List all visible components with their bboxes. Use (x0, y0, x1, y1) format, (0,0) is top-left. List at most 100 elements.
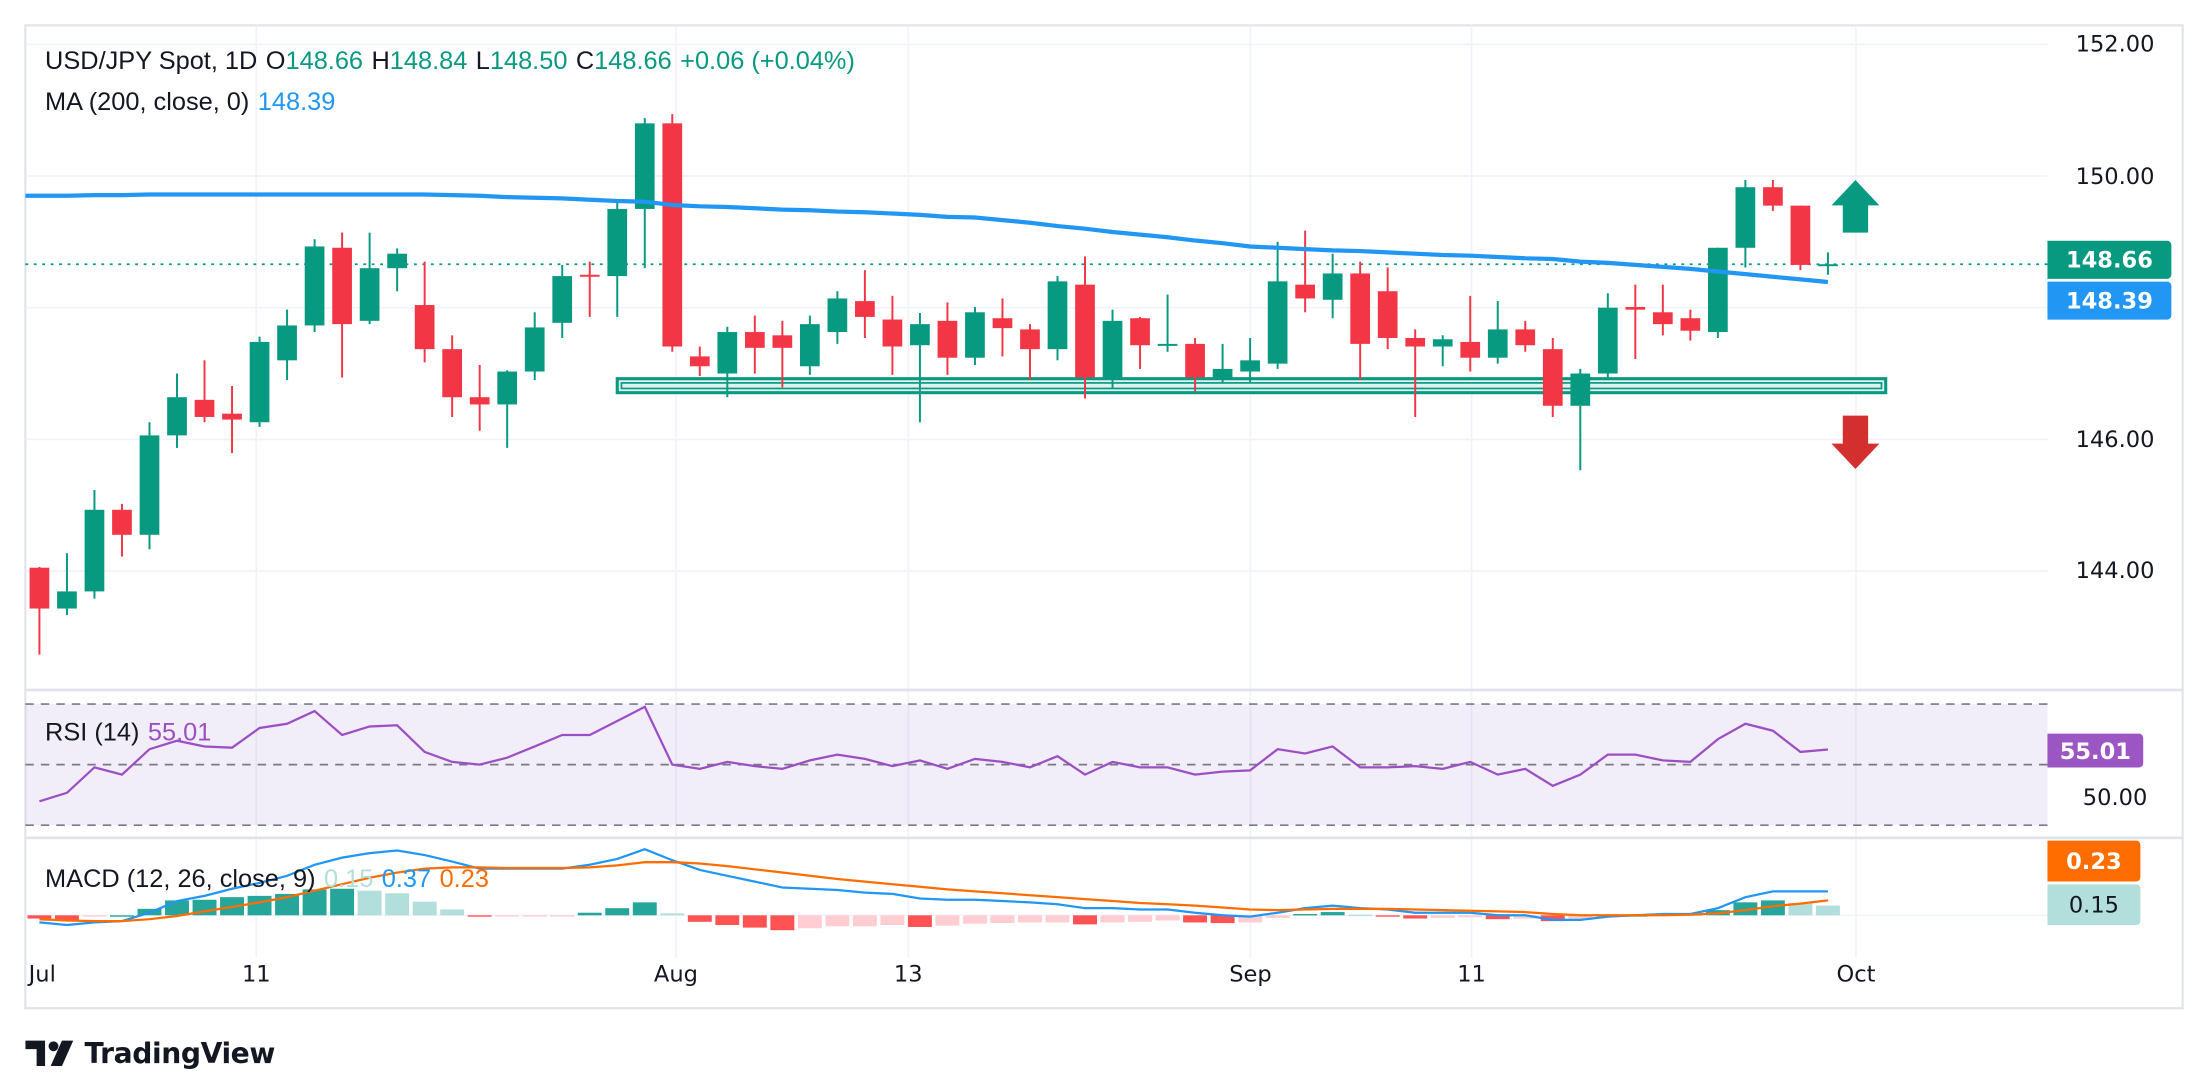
macd-histogram-bar (1513, 915, 1538, 919)
last-price-badge: 148.66 (2047, 240, 2172, 279)
macd-histogram-bar (1183, 915, 1208, 923)
rsi-line (39, 705, 1829, 803)
macd-histogram-bar (1265, 915, 1290, 918)
macd-histogram-bar (1733, 902, 1758, 916)
support-zone (615, 377, 1888, 395)
candle-body (1295, 284, 1315, 299)
macd-line-value: 0.37 (381, 864, 432, 893)
macd-histogram-bar (1238, 915, 1263, 923)
macd-histogram-bar (467, 915, 492, 917)
macd-histogram-bar (577, 912, 602, 916)
support-zone-inner (620, 382, 1883, 390)
macd-legend[interactable]: MACD (12, 26, close, 9) 0.15 0.37 0.23 (45, 865, 497, 895)
candle-body (1020, 329, 1040, 350)
macd-histogram-bar (385, 893, 410, 916)
candle-body (1652, 312, 1673, 325)
candle-body (139, 435, 160, 535)
candle-body (1405, 337, 1426, 347)
low-value: 148.50 (489, 46, 568, 75)
ma-legend[interactable]: MA (200, close, 0) 148.39 (45, 87, 344, 117)
candle-body (1102, 320, 1123, 378)
ma-value: 148.39 (257, 87, 336, 116)
rsi-legend[interactable]: RSI (14) 55.01 (45, 718, 220, 748)
candle-body (1790, 205, 1811, 265)
macd-histogram-bar (54, 915, 79, 920)
macd-histogram-bar (715, 915, 740, 926)
macd-histogram-bar (1348, 914, 1373, 917)
macd-histogram-bar (302, 889, 327, 916)
macd-histogram-bar (935, 915, 960, 926)
candle-body (965, 312, 985, 358)
low-label: L (475, 46, 490, 75)
time-tick: 11 (1457, 960, 1486, 988)
macd-histogram-bar (247, 895, 272, 916)
close-value: 148.66 (594, 46, 672, 75)
price-tick: 150.00 (2075, 162, 2155, 190)
candle-body (992, 318, 1013, 329)
macd-histogram-bar (990, 915, 1015, 924)
candle-body (112, 509, 132, 535)
macd-histogram-bar (1128, 915, 1153, 922)
candle-body (634, 123, 655, 209)
candle-body (167, 397, 187, 436)
candle-body (1763, 187, 1783, 206)
candle-body (1377, 291, 1398, 338)
arrow-down-icon (1831, 415, 1880, 469)
candle-body (1267, 281, 1288, 364)
macd-histogram-bar (440, 909, 465, 916)
ma-label: MA (200, close, 0) (45, 87, 250, 116)
candle-body (1130, 318, 1150, 346)
candle-body (1680, 318, 1701, 331)
change-value: +0.06 (+0.04%) (680, 46, 855, 75)
candle-body (1185, 343, 1205, 378)
macd-histogram-bar (1403, 915, 1428, 919)
macd-histogram-bar (825, 915, 850, 927)
macd-histogram-bar (687, 915, 712, 922)
candle-body (1515, 329, 1536, 346)
macd-histogram-bar (522, 915, 547, 917)
price-tick: 152.00 (2075, 30, 2155, 58)
macd-histogram-bar (27, 915, 52, 919)
macd-histogram-bar (1788, 902, 1813, 916)
candle-body (414, 305, 435, 350)
high-label: H (371, 46, 390, 75)
symbol-title: USD/JPY Spot, 1D (45, 46, 258, 75)
open-label: O (265, 46, 286, 75)
tradingview-logo[interactable]: TradingView (25, 1036, 275, 1070)
high-value: 148.84 (389, 46, 468, 75)
macd-histogram-bar (797, 915, 822, 929)
tradingview-logo-icon (25, 1040, 74, 1066)
candle-body (84, 509, 105, 592)
macd-histogram-bar (1540, 915, 1565, 922)
candle-body (910, 324, 930, 346)
macd-histogram-bar (82, 915, 107, 917)
candle-body (1625, 307, 1646, 310)
time-tick: Sep (1229, 960, 1272, 988)
macd-histogram-bar (632, 902, 657, 916)
macd-hist-value: 0.15 (323, 864, 374, 893)
macd-histogram-bar (1210, 915, 1235, 924)
candle-body (359, 268, 380, 321)
macd-histogram-bar (1485, 915, 1510, 920)
macd-histogram-bar (907, 915, 932, 927)
candle-body (800, 324, 820, 367)
macd-histogram-bar (1458, 915, 1483, 918)
macd-histogram-bar (742, 915, 767, 928)
rsi-badge: 55.01 (2047, 733, 2144, 768)
macd-signal-value: 0.23 (439, 864, 489, 893)
macd-histogram-bar (357, 890, 382, 916)
time-tick: 13 (893, 960, 923, 988)
time-tick: Oct (1836, 960, 1876, 988)
candle-body (442, 349, 463, 398)
chart-frame (24, 24, 2184, 1010)
candle-body (662, 123, 683, 347)
macd-histogram-bar (330, 888, 355, 916)
ohlc-legend: USD/JPY Spot, 1D O148.66 H148.84 L148.50 C14… (45, 46, 863, 76)
candle-body (1735, 187, 1756, 248)
macd-histogram-bar (1045, 915, 1070, 923)
candle-body (1460, 341, 1481, 358)
candle-body (1708, 247, 1728, 333)
time-tick: Aug (653, 960, 698, 988)
